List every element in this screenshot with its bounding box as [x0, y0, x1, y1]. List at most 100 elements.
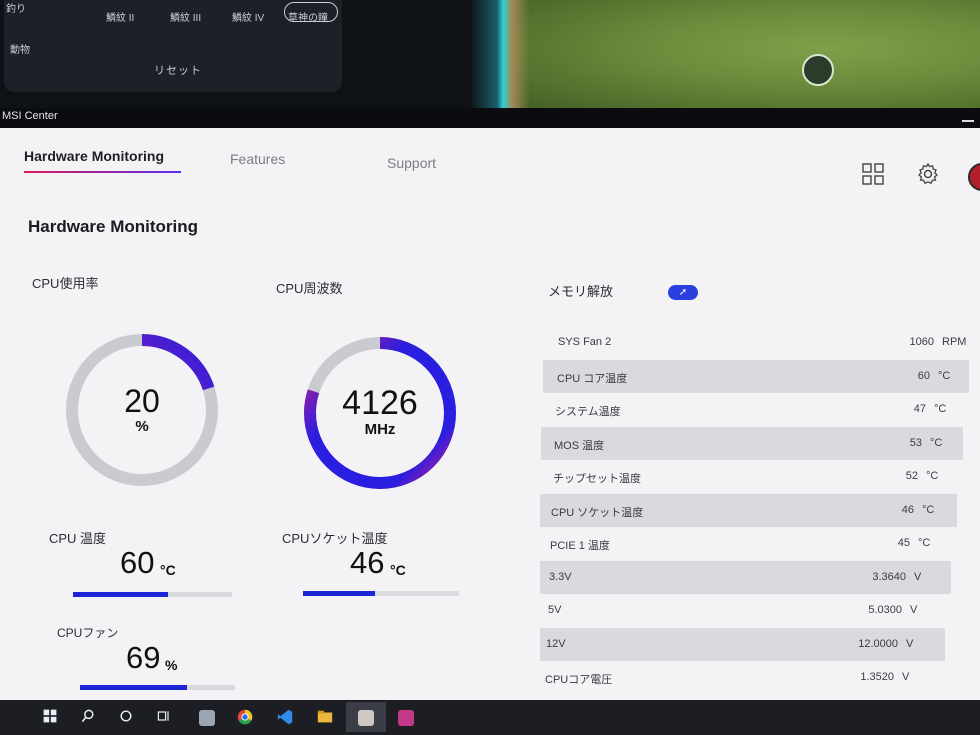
window-title: MSI Center [2, 110, 58, 122]
search-icon[interactable] [80, 708, 100, 728]
app-icon[interactable] [197, 708, 217, 728]
sensor-value: 45 [897, 537, 910, 549]
cortana-icon[interactable] [118, 708, 138, 728]
sensor-table: SYS Fan 2 1060 RPM CPU コア温度 60 °C システム温度 47 °C MO… [540, 326, 980, 700]
sensor-row: チップセット温度 52 °C [540, 460, 960, 493]
sensor-row: MOS 温度 53 °C [541, 426, 963, 460]
sensor-unit: °C [930, 436, 943, 449]
cpu-usage-label: CPU使用率 [32, 276, 99, 291]
sensor-name: 3.3V [549, 570, 572, 583]
filter-item[interactable]: 鱗紋 III [170, 13, 202, 24]
sensor-unit: °C [938, 369, 951, 382]
app-window [0, 128, 980, 700]
sensor-value: 60 [917, 369, 930, 382]
sensor-value: 47 [913, 403, 926, 415]
sensor-row: システム温度 47 °C [542, 393, 966, 426]
cpu-temp-unit: °C [160, 562, 176, 578]
cpu-fan-unit: % [165, 657, 178, 673]
cpu-fan-bar-fill [80, 685, 187, 690]
cpu-socket-temp-label: CPUソケット温度 [282, 531, 388, 546]
cpu-temp-bar-fill [73, 592, 169, 597]
sensor-row: PCIE 1 温度 45 °C [540, 527, 954, 560]
sensor-unit: °C [922, 503, 935, 516]
sensor-row: CPU ソケット温度 46 °C [540, 493, 957, 527]
cpu-frequency-gauge [304, 337, 456, 489]
sensor-unit: V [914, 570, 922, 583]
sensor-name: CPU コア温度 [557, 372, 628, 385]
cpu-socket-temp-bar-fill [303, 591, 375, 596]
memory-release-button[interactable]: ➚ [668, 285, 698, 300]
filter-selected-outline [284, 2, 338, 22]
sensor-name: 12V [546, 637, 566, 650]
reset-button[interactable]: リセット [154, 65, 202, 77]
game-coastline [470, 0, 530, 120]
cpu-usage-unit: % [135, 418, 149, 435]
windows-icon[interactable] [42, 708, 62, 728]
game-filter-panel: 釣り 動物 鱗紋 II 鱗紋 III 鱗紋 IV 草神の瞳 リセット [4, 0, 342, 92]
sensor-row: 12V 12.0000 V [540, 627, 945, 661]
sensor-row: CPUコア電圧 1.3520 V [540, 661, 942, 694]
cpu-socket-temp-value: 46 [350, 545, 385, 580]
sensor-row: SYS Fan 2 1060 RPM [544, 326, 972, 359]
window-titlebar[interactable] [0, 108, 980, 128]
cpu-frequency-label: CPU周波数 [276, 281, 343, 296]
filter-side-label: 動物 [10, 45, 30, 56]
sensor-unit: V [910, 604, 918, 616]
grid-icon[interactable] [862, 163, 884, 185]
sensor-row: 3.3V 3.3640 V [540, 560, 951, 594]
task-view-icon[interactable] [156, 708, 176, 728]
sensor-name: MOS 温度 [554, 439, 605, 452]
sensor-row: 5V 5.0300 V [540, 594, 948, 627]
game-map [470, 0, 980, 120]
sensor-row: CPU コア温度 60 °C [543, 359, 969, 393]
filter-item[interactable]: 鱗紋 II [106, 13, 135, 24]
page-title: Hardware Monitoring [28, 217, 199, 236]
cpu-frequency-unit: MHz [364, 421, 396, 438]
rocket-icon: ➚ [678, 287, 688, 298]
sensor-name: PCIE 1 温度 [550, 540, 610, 552]
sensor-value: 1060 [909, 336, 934, 348]
filter-item[interactable]: 草神の瞳 [288, 13, 328, 24]
file-explorer-icon[interactable] [316, 708, 336, 728]
sensor-name: SYS Fan 2 [558, 336, 612, 348]
cpu-frequency-value: 4126 [342, 384, 418, 422]
taskbar [0, 700, 980, 735]
sensor-value: 12.0000 [858, 637, 898, 650]
game-icon[interactable] [356, 708, 376, 728]
tab-support[interactable]: Support [387, 155, 437, 171]
cpu-socket-temp-unit: °C [390, 562, 406, 578]
sensor-name: システム温度 [555, 406, 621, 418]
sensor-unit: °C [926, 470, 939, 482]
cpu-usage-gauge [66, 334, 218, 486]
sensor-value: 1.3520 [860, 671, 894, 683]
cpu-temp-value: 60 [120, 545, 155, 580]
vscode-icon[interactable] [276, 708, 296, 728]
msi-center-icon[interactable] [396, 708, 416, 728]
cpu-fan-value: 69 [126, 640, 161, 675]
sensor-unit: V [902, 671, 910, 683]
active-tab-indicator [24, 171, 181, 173]
chrome-icon[interactable] [236, 708, 256, 728]
sensor-unit: V [906, 637, 914, 650]
sensor-unit: °C [934, 403, 947, 415]
cpu-usage-value: 20 [124, 383, 160, 419]
gear-icon[interactable] [916, 162, 940, 186]
filter-side-label: 釣り [6, 4, 26, 15]
sensor-name: 5V [548, 604, 562, 616]
sensor-unit: RPM [942, 336, 967, 348]
sensor-value: 53 [909, 436, 922, 449]
sensor-value: 3.3640 [872, 570, 906, 583]
cpu-temp-label: CPU 温度 [49, 531, 107, 546]
map-marker-icon[interactable] [802, 54, 834, 86]
sensor-value: 46 [901, 503, 914, 516]
sensor-value: 52 [905, 470, 918, 482]
filter-item[interactable]: 鱗紋 IV [232, 13, 265, 24]
sensor-name: チップセット温度 [553, 473, 641, 485]
sensor-unit: °C [918, 537, 931, 549]
tab-hardware-monitoring[interactable]: Hardware Monitoring [24, 148, 165, 164]
sensor-name: CPUコア電圧 [545, 674, 613, 686]
cpu-fan-label: CPUファン [57, 626, 119, 640]
tab-features[interactable]: Features [230, 151, 286, 167]
minimize-icon[interactable] [962, 120, 974, 122]
sensor-value: 5.0300 [868, 604, 902, 616]
